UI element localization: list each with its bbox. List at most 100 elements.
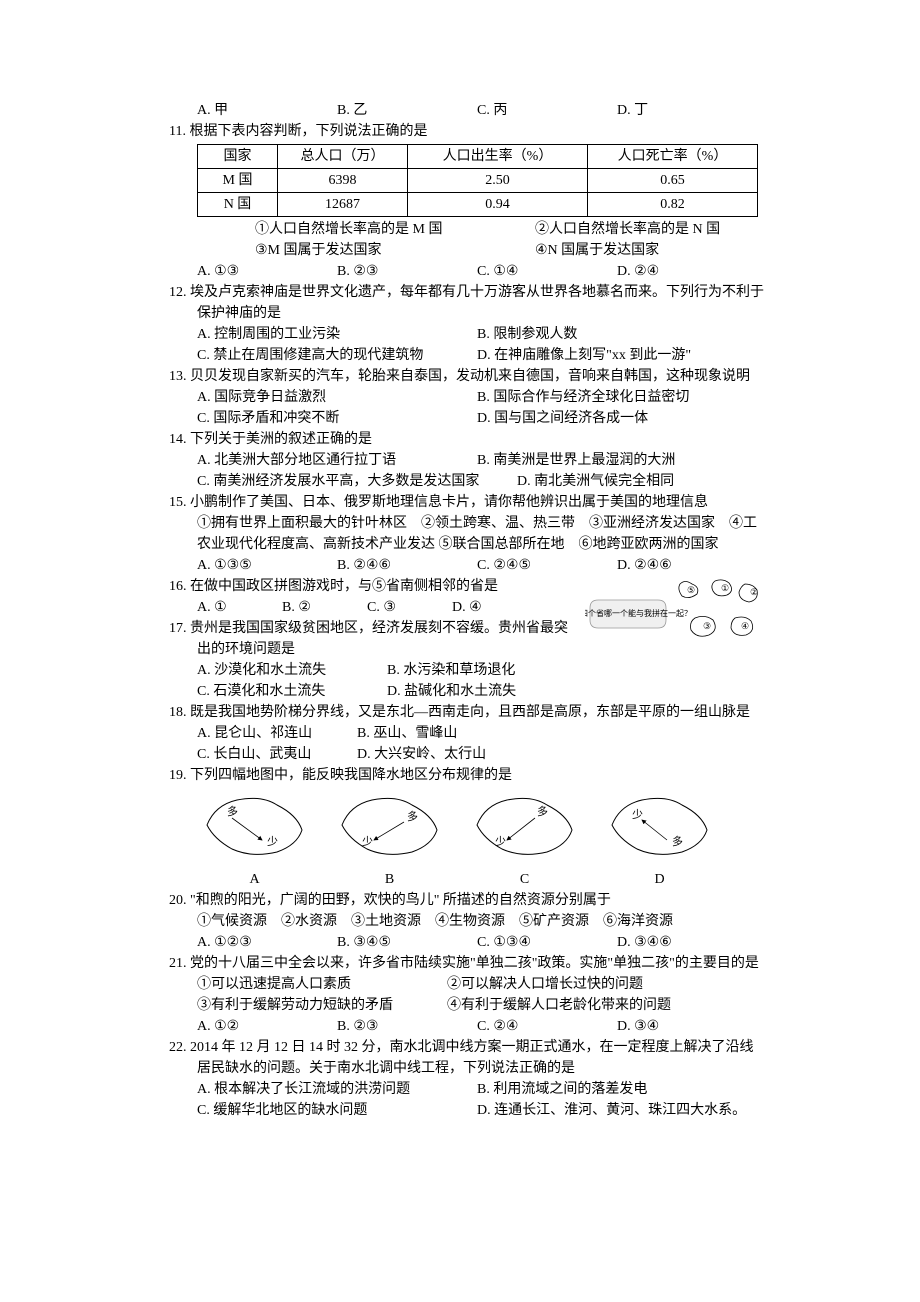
q20-sub: ①气候资源 ②水资源 ③土地资源 ④生物资源 ⑤矿产资源 ⑥海洋资源 bbox=[155, 911, 765, 932]
q15-options: A. ①③⑤ B. ②④⑥ C. ②④⑤ D. ②④⑥ bbox=[155, 555, 765, 576]
svg-text:少: 少 bbox=[362, 835, 373, 848]
th-country: 国家 bbox=[198, 145, 278, 169]
opt-d: D. ④ bbox=[452, 597, 482, 618]
opt-a: A. 国际竞争日益激烈 bbox=[197, 387, 477, 408]
opt-c: C. ③ bbox=[367, 597, 452, 618]
q11-table: 国家 总人口（万） 人口出生率（%） 人口死亡率（%） M 国 6398 2.5… bbox=[197, 144, 758, 217]
opt-a: A. 甲 bbox=[197, 100, 337, 121]
q19-maps: 多 少 少 多 多 少 少 多 bbox=[155, 790, 765, 865]
opt-c: C. 石漠化和水土流失 bbox=[197, 681, 387, 702]
q16-options: A. ① B. ② C. ③ D. ④ bbox=[155, 597, 579, 618]
s3: ③M 国属于发达国家 bbox=[255, 240, 535, 261]
svg-text:②: ② bbox=[750, 587, 758, 597]
r2c1: N 国 bbox=[198, 193, 278, 217]
label-a: A bbox=[197, 869, 312, 890]
q13-cd: C. 国际矛盾和冲突不断 D. 国与国之间经济各成一体 bbox=[155, 408, 765, 429]
china-map-a-icon: 多 少 bbox=[197, 790, 312, 865]
opt-c: C. ②④ bbox=[477, 1016, 617, 1037]
r1c4: 0.65 bbox=[588, 169, 758, 193]
s1: ①可以迅速提高人口素质 bbox=[197, 974, 447, 995]
q11-text: 11. 根据下表内容判断，下列说法正确的是 bbox=[183, 121, 765, 142]
label-b: B bbox=[332, 869, 447, 890]
q20-text: 20. "和煦的阳光，广阔的田野，欢快的鸟儿" 所描述的自然资源分别属于 bbox=[183, 890, 765, 911]
opt-d: D. 在神庙雕像上刻写"xx 到此一游" bbox=[477, 345, 691, 366]
opt-a: A. 沙漠化和水土流失 bbox=[197, 660, 387, 681]
opt-c: C. ②④⑤ bbox=[477, 555, 617, 576]
opt-a: A. 北美洲大部分地区通行拉丁语 bbox=[197, 450, 477, 471]
th-death: 人口死亡率（%） bbox=[588, 145, 758, 169]
s3: ③有利于缓解劳动力短缺的矛盾 bbox=[197, 995, 447, 1016]
q22-text: 22. 2014 年 12 月 12 日 14 时 32 分，南水北调中线方案一… bbox=[183, 1037, 765, 1079]
opt-a: A. ①③⑤ bbox=[197, 555, 337, 576]
svg-text:多: 多 bbox=[407, 809, 418, 823]
q14-ab: A. 北美洲大部分地区通行拉丁语 B. 南美洲是世界上最湿润的大洲 bbox=[155, 450, 765, 471]
opt-d: D. ③④ bbox=[617, 1016, 659, 1037]
opt-d: D. ②④ bbox=[617, 261, 659, 282]
opt-d: D. 南北美洲气候完全相同 bbox=[517, 471, 674, 492]
q18-ab: A. 昆仑山、祁连山 B. 巫山、雪峰山 bbox=[155, 723, 765, 744]
opt-c: C. 南美洲经济发展水平高，大多数是发达国家 bbox=[197, 471, 517, 492]
opt-c: C. 禁止在周围修建高大的现代建筑物 bbox=[197, 345, 477, 366]
svg-text:少: 少 bbox=[267, 835, 278, 848]
q11-options: A. ①③ B. ②③ C. ①④ D. ②④ bbox=[155, 261, 765, 282]
opt-d: D. 盐碱化和水土流失 bbox=[387, 681, 516, 702]
opt-c: C. 国际矛盾和冲突不断 bbox=[197, 408, 477, 429]
r1c1: M 国 bbox=[198, 169, 278, 193]
svg-text:多: 多 bbox=[672, 834, 683, 848]
opt-d: D. ③④⑥ bbox=[617, 932, 672, 953]
opt-a: A. ① bbox=[197, 597, 282, 618]
r2c2: 12687 bbox=[278, 193, 408, 217]
q20-options: A. ①②③ B. ③④⑤ C. ①③④ D. ③④⑥ bbox=[155, 932, 765, 953]
opt-b: B. ②④⑥ bbox=[337, 555, 477, 576]
q15-text: 15. 小鹏制作了美国、日本、俄罗斯地理信息卡片，请你帮他辨识出属于美国的地理信… bbox=[183, 492, 765, 513]
th-birth: 人口出生率（%） bbox=[408, 145, 588, 169]
svg-text:④: ④ bbox=[741, 621, 749, 631]
opt-b: B. ② bbox=[282, 597, 367, 618]
q21-s34: ③有利于缓解劳动力短缺的矛盾 ④有利于缓解人口老龄化带来的问题 bbox=[155, 995, 765, 1016]
q11-statements-1: ①人口自然增长率高的是 M 国 ②人口自然增长率高的是 N 国 bbox=[155, 219, 765, 240]
province-puzzle-icon: ⑤ ① ② ③ ④ 右边四个省哪一个能与我拼在一起？ bbox=[585, 576, 765, 658]
label-d: D bbox=[602, 869, 717, 890]
q10-options: A. 甲 B. 乙 C. 丙 D. 丁 bbox=[155, 100, 765, 121]
r2c3: 0.94 bbox=[408, 193, 588, 217]
q21-s12: ①可以迅速提高人口素质 ②可以解决人口增长过快的问题 bbox=[155, 974, 765, 995]
opt-b: B. 南美洲是世界上最湿润的大洲 bbox=[477, 450, 675, 471]
q12-cd: C. 禁止在周围修建高大的现代建筑物 D. 在神庙雕像上刻写"xx 到此一游" bbox=[155, 345, 765, 366]
s2: ②人口自然增长率高的是 N 国 bbox=[535, 219, 720, 240]
q17-cd: C. 石漠化和水土流失 D. 盐碱化和水土流失 bbox=[155, 681, 765, 702]
q21-options: A. ①② B. ②③ C. ②④ D. ③④ bbox=[155, 1016, 765, 1037]
q12-text: 12. 埃及卢克索神庙是世界文化遗产，每年都有几十万游客从世界各地慕名而来。下列… bbox=[183, 282, 765, 324]
china-map-b-icon: 少 多 bbox=[332, 790, 447, 865]
r1c2: 6398 bbox=[278, 169, 408, 193]
q15-sub: ①拥有世界上面积最大的针叶林区 ②领土跨寒、温、热三带 ③亚洲经济发达国家 ④工… bbox=[155, 513, 765, 555]
opt-d: D. 连通长江、淮河、黄河、珠江四大水系。 bbox=[477, 1100, 746, 1121]
q21-text: 21. 党的十八届三中全会以来，许多省市陆续实施"单独二孩"政策。实施"单独二孩… bbox=[183, 953, 765, 974]
opt-a: A. 昆仑山、祁连山 bbox=[197, 723, 357, 744]
svg-text:③: ③ bbox=[703, 621, 711, 631]
opt-d: D. ②④⑥ bbox=[617, 555, 672, 576]
china-map-d-icon: 少 多 bbox=[602, 790, 717, 865]
opt-c: C. ①③④ bbox=[477, 932, 617, 953]
opt-c: C. 长白山、武夷山 bbox=[197, 744, 357, 765]
svg-text:多: 多 bbox=[227, 804, 238, 818]
svg-text:①: ① bbox=[721, 583, 729, 593]
svg-text:⑤: ⑤ bbox=[687, 585, 695, 595]
q19-labels: A B C D bbox=[155, 869, 765, 890]
opt-a: A. 根本解决了长江流域的洪涝问题 bbox=[197, 1079, 477, 1100]
opt-b: B. 巫山、雪峰山 bbox=[357, 723, 457, 744]
opt-d: D. 丁 bbox=[617, 100, 648, 121]
opt-a: A. 控制周围的工业污染 bbox=[197, 324, 477, 345]
svg-text:少: 少 bbox=[632, 808, 643, 821]
q13-ab: A. 国际竞争日益激烈 B. 国际合作与经济全球化日益密切 bbox=[155, 387, 765, 408]
q19-text: 19. 下列四幅地图中，能反映我国降水地区分布规律的是 bbox=[183, 765, 765, 786]
svg-text:多: 多 bbox=[537, 804, 548, 818]
s4: ④有利于缓解人口老龄化带来的问题 bbox=[447, 995, 671, 1016]
svg-text:右边四个省哪一个能与我拼在一起？: 右边四个省哪一个能与我拼在一起？ bbox=[585, 608, 692, 618]
svg-text:少: 少 bbox=[495, 835, 506, 848]
r1c3: 2.50 bbox=[408, 169, 588, 193]
q22-cd: C. 缓解华北地区的缺水问题 D. 连通长江、淮河、黄河、珠江四大水系。 bbox=[155, 1100, 765, 1121]
q18-cd: C. 长白山、武夷山 D. 大兴安岭、太行山 bbox=[155, 744, 765, 765]
opt-d: D. 国与国之间经济各成一体 bbox=[477, 408, 648, 429]
q18-text: 18. 既是我国地势阶梯分界线，又是东北—西南走向，且西部是高原，东部是平原的一… bbox=[183, 702, 765, 723]
r2c4: 0.82 bbox=[588, 193, 758, 217]
